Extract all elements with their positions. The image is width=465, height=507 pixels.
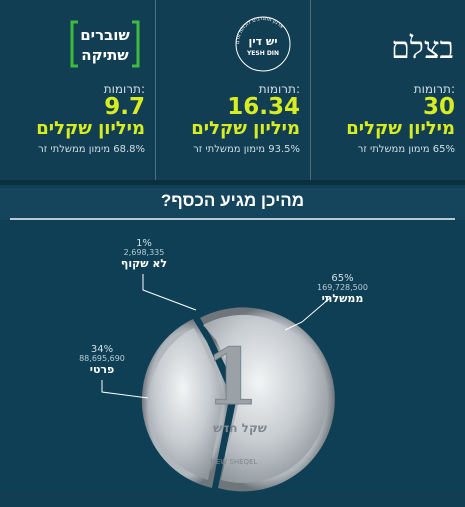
leader-line-private bbox=[101, 380, 149, 399]
logo-text: יש דין bbox=[249, 35, 278, 48]
yesh-din-logo: ארגון מתנדבים לזכויות אדם יש דין YESH DI… bbox=[235, 16, 291, 72]
section-underline bbox=[10, 218, 455, 220]
org-yesh-din: ארגון מתנדבים לזכויות אדם יש דין YESH DI… bbox=[155, 0, 310, 180]
gov-funding-share: 68.8% מימון ממשלתי זר bbox=[38, 144, 145, 155]
donation-amount: 30 bbox=[422, 94, 455, 120]
gov-funding-share: 93.5% מימון ממשלתי זר bbox=[193, 144, 300, 155]
org-btselem: בצלם תרומות: 30 מיליון שקלים 65% מימון מ… bbox=[310, 0, 465, 180]
shovrim-shtika-logo: שוברים שתיקה bbox=[70, 20, 140, 68]
share-percent: 34% bbox=[90, 344, 114, 355]
share-name: ממשלתי bbox=[321, 291, 364, 305]
donation-amount: 16.34 bbox=[227, 94, 300, 120]
btselem-logo: בצלם bbox=[391, 31, 454, 66]
donation-unit: מיליון שקלים bbox=[346, 118, 455, 139]
donations-label: תרומות: bbox=[103, 82, 145, 96]
logo-text: שוברים bbox=[80, 26, 130, 44]
gov-funding-share: 65% מימון ממשלתי זר bbox=[357, 144, 455, 155]
footer-strip bbox=[0, 494, 465, 507]
organizations-panel: שוברים שתיקה תרומות: 9.7 מיליון שקלים 68… bbox=[0, 0, 465, 180]
logo-text-latin: YESH DIN bbox=[246, 50, 279, 57]
org-shovrim-shtika: שוברים שתיקה תרומות: 9.7 מיליון שקלים 68… bbox=[0, 0, 155, 180]
share-name: לא שקוף bbox=[120, 256, 168, 270]
share-name: פרטי bbox=[89, 362, 115, 376]
share-amount: 2,698,335 bbox=[123, 248, 165, 257]
share-label-private: 34% 88,695,690 פרטי bbox=[70, 344, 134, 376]
leader-line-government bbox=[284, 297, 331, 331]
share-amount: 88,695,690 bbox=[79, 354, 125, 363]
donation-unit: מיליון שקלים bbox=[191, 118, 300, 139]
coin-digit: 1 bbox=[205, 332, 259, 423]
donation-unit: מיליון שקלים bbox=[36, 118, 145, 139]
coin-latin: NEW SHEQEL bbox=[211, 458, 258, 466]
coin-word: שקל חדש bbox=[213, 421, 267, 435]
share-percent: 1% bbox=[136, 238, 152, 249]
share-label-unaccounted: 1% 2,698,335 לא שקוף bbox=[116, 238, 172, 270]
share-percent: 65% bbox=[331, 273, 354, 284]
donation-amount: 9.7 bbox=[104, 94, 145, 120]
logo-text: בצלם bbox=[391, 31, 454, 66]
section-divider bbox=[0, 180, 465, 185]
donations-label: תרומות: bbox=[258, 82, 300, 96]
share-label-government: 65% 169,728,500 ממשלתי bbox=[300, 273, 385, 305]
logo-text: שתיקה bbox=[81, 46, 129, 64]
leader-line-unaccounted bbox=[142, 274, 197, 311]
coin-share-private bbox=[141, 319, 230, 488]
share-amount: 169,728,500 bbox=[317, 283, 368, 292]
coin-share-government bbox=[200, 307, 335, 492]
section-header: מהיכן מגיע הכסף? bbox=[0, 188, 465, 220]
section-title: מהיכן מגיע הכסף? bbox=[160, 191, 305, 210]
donations-label: תרומות: bbox=[413, 82, 455, 96]
